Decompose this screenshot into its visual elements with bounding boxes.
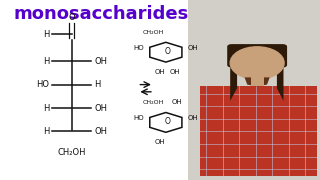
Text: HO: HO	[36, 80, 49, 89]
Text: H: H	[43, 103, 49, 112]
Text: O: O	[164, 47, 170, 56]
Circle shape	[230, 47, 284, 79]
Text: OH: OH	[155, 140, 165, 145]
Polygon shape	[277, 67, 284, 101]
Text: monosaccharides: monosaccharides	[14, 5, 189, 23]
Text: OH: OH	[94, 127, 107, 136]
Polygon shape	[230, 67, 237, 101]
Text: O: O	[68, 13, 75, 22]
Text: CH₂OH: CH₂OH	[142, 30, 164, 35]
Text: O: O	[164, 117, 170, 126]
Text: OH: OH	[188, 45, 198, 51]
FancyBboxPatch shape	[200, 86, 317, 176]
Text: OH: OH	[170, 69, 180, 75]
Text: H: H	[94, 80, 100, 89]
Text: OH: OH	[172, 99, 182, 105]
Text: H: H	[43, 127, 49, 136]
Text: OH: OH	[94, 103, 107, 112]
Text: CH₂OH: CH₂OH	[142, 100, 164, 105]
Text: OH: OH	[155, 69, 165, 75]
Text: HO: HO	[134, 45, 144, 51]
Polygon shape	[244, 77, 270, 86]
FancyBboxPatch shape	[251, 72, 264, 86]
Text: H: H	[43, 30, 49, 39]
Text: H: H	[43, 57, 49, 66]
Text: OH: OH	[94, 57, 107, 66]
Text: HO: HO	[134, 115, 144, 122]
FancyBboxPatch shape	[227, 44, 287, 68]
Text: CH₂OH: CH₂OH	[57, 148, 86, 157]
FancyBboxPatch shape	[188, 0, 320, 180]
Text: OH: OH	[188, 115, 198, 122]
